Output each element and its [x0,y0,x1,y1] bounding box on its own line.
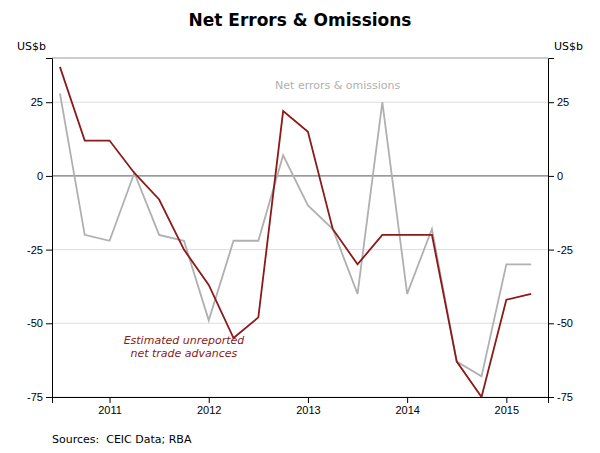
annotations: Estimated unreportednet trade advances Ne… [124,79,401,361]
tick-label: 2012 [197,404,221,416]
tick: 2014 [395,397,419,416]
tick-label: 0 [557,170,563,182]
tick: 2011 [98,397,122,416]
plot: 2011 2012 2013 2014 2015 -75 -50 -25 0 25 -75 -50 -2… [17,40,583,416]
tick: -75 [548,391,573,403]
tick-label: 25 [31,96,43,108]
x-axis: 2011 2012 2013 2014 2015 [53,397,549,416]
lines [60,67,531,397]
tick-mark [548,102,554,103]
tick: 0 [37,170,52,182]
grid-line [52,249,548,250]
tick-mark [548,250,554,251]
tick-label: -75 [27,391,43,403]
tick-mark [46,397,52,398]
tick-mark [46,250,52,251]
chart: 2011 2012 2013 2014 2015 -75 -50 -25 0 25 -75 -50 -2… [0,0,600,453]
axis-line [549,59,555,398]
annotation: Net errors & omissions [275,79,400,92]
tick-label: 0 [37,170,43,182]
tick-label: -50 [27,317,43,329]
zero-line [52,175,548,176]
tick-label: 2011 [98,404,122,416]
y-axis-label: US$b [17,40,46,53]
title: Net Errors & Omissions [189,10,412,30]
tick-mark [110,397,111,403]
annotation: Estimated unreportednet trade advances [124,334,246,360]
tick: -50 [27,317,52,329]
tick: 2013 [296,397,320,416]
series-line [60,93,531,376]
tick-label: -25 [557,244,573,256]
tick: -25 [27,244,52,256]
tick-mark [209,397,210,403]
tick-mark [308,397,309,403]
axis-line [46,59,53,398]
tick-label: -50 [557,317,573,329]
series-line [60,67,531,397]
tick-label: 25 [557,96,569,108]
axis-line [53,398,549,404]
grid [52,102,548,397]
tick-mark [548,397,554,398]
tick: 2015 [495,397,519,416]
tick: 0 [548,170,563,182]
tick-mark [407,397,408,403]
tick-label: -75 [557,391,573,403]
tick-mark [506,397,507,403]
tick: 25 [31,96,52,108]
tick-label: 2013 [296,404,320,416]
y-axis: -75 -50 -25 0 25 [27,59,52,404]
tick-label: 2014 [395,404,419,416]
frame-top [52,58,548,59]
source: Sources: CEIC Data; RBA [52,433,192,446]
tick: -75 [27,391,52,403]
tick-mark [46,323,52,324]
tick: -25 [548,244,573,256]
tick: -50 [548,317,573,329]
annotation-line: Estimated unreported [124,334,246,347]
annotation-line: Net errors & omissions [275,79,400,92]
tick-mark [548,176,554,177]
annotation-line: net trade advances [130,347,237,360]
tick-mark [46,176,52,177]
tick-mark [548,323,554,324]
y2-axis-label: US$b [554,40,583,53]
grid-line [52,323,548,324]
tick-label: -25 [27,244,43,256]
tick: 25 [548,96,569,108]
y2-axis: -75 -50 -25 0 25 [548,59,573,404]
tick: 2012 [197,397,221,416]
tick-mark [46,102,52,103]
grid-line [52,102,548,103]
tick-label: 2015 [495,404,519,416]
